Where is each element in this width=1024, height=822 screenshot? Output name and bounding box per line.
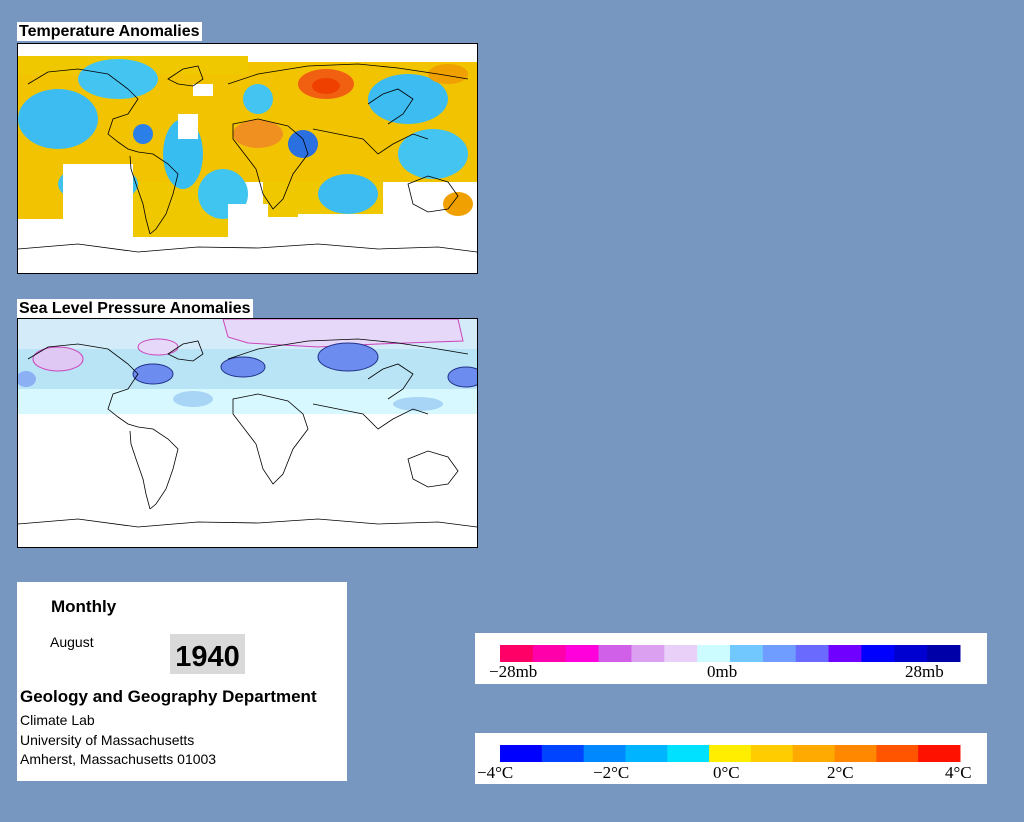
pressure-field	[18, 319, 477, 547]
temperature-label-0: −4°C	[477, 763, 513, 782]
temperature-swatch-2	[583, 745, 626, 762]
pressure-swatch-0	[500, 645, 534, 662]
pressure-label-max: 28mb	[905, 662, 944, 681]
pressure-label-zero: 0mb	[707, 662, 737, 681]
temperature-map-title: Temperature Anomalies	[17, 22, 202, 41]
department-name: Geology and Geography Department	[20, 687, 317, 706]
pressure-label-min: −28mb	[489, 662, 537, 681]
temperature-swatch-9	[876, 745, 919, 762]
frequency-label: Monthly	[51, 597, 117, 616]
info-panel: Monthly August 1940 Geology and Geograph…	[17, 582, 347, 781]
temperature-label-1: −2°C	[593, 763, 629, 782]
coastlines	[18, 63, 477, 253]
pressure-swatch-13	[927, 645, 961, 662]
temperature-legend: −4°C −2°C 0°C 2°C 4°C	[475, 733, 987, 784]
temperature-swatch-5	[709, 745, 752, 762]
temperature-swatch-6	[750, 745, 794, 762]
temperature-swatch-4	[667, 745, 710, 762]
pressure-swatch-7	[730, 645, 764, 662]
temperature-anomaly-map	[17, 43, 478, 274]
temperature-label-3: 2°C	[827, 763, 854, 782]
temperature-label-2: 0°C	[713, 763, 740, 782]
pressure-map-title: Sea Level Pressure Anomalies	[17, 299, 253, 318]
temperature-color-bar	[500, 745, 961, 762]
pressure-swatch-5	[664, 645, 698, 662]
pressure-swatch-10	[828, 645, 862, 662]
temperature-swatch-10	[918, 745, 961, 762]
coastlines	[18, 338, 477, 528]
address-line: Amherst, Massachusetts 01003	[20, 751, 217, 767]
pressure-swatch-6	[697, 645, 731, 662]
month-label: August	[50, 634, 94, 650]
pressure-swatch-1	[532, 645, 567, 662]
year-label: 1940	[170, 634, 245, 674]
pressure-swatch-11	[861, 645, 895, 662]
pressure-color-bar	[500, 645, 961, 662]
pressure-swatch-9	[795, 645, 830, 662]
pressure-swatch-2	[565, 645, 600, 662]
pressure-legend: −28mb 0mb 28mb	[475, 633, 987, 684]
pressure-swatch-3	[598, 645, 632, 662]
lab-name: Climate Lab	[20, 712, 95, 728]
pressure-swatch-12	[894, 645, 928, 662]
temperature-field	[18, 44, 477, 273]
temperature-swatch-8	[834, 745, 877, 762]
temperature-swatch-1	[541, 745, 585, 762]
pressure-swatch-8	[762, 645, 797, 662]
temperature-swatch-0	[500, 745, 543, 762]
temperature-swatch-3	[625, 745, 668, 762]
temperature-label-4: 4°C	[945, 763, 972, 782]
temperature-swatch-7	[792, 745, 836, 762]
university-name: University of Massachusetts	[20, 732, 195, 748]
pressure-swatch-4	[631, 645, 665, 662]
pressure-anomaly-map	[17, 318, 478, 548]
